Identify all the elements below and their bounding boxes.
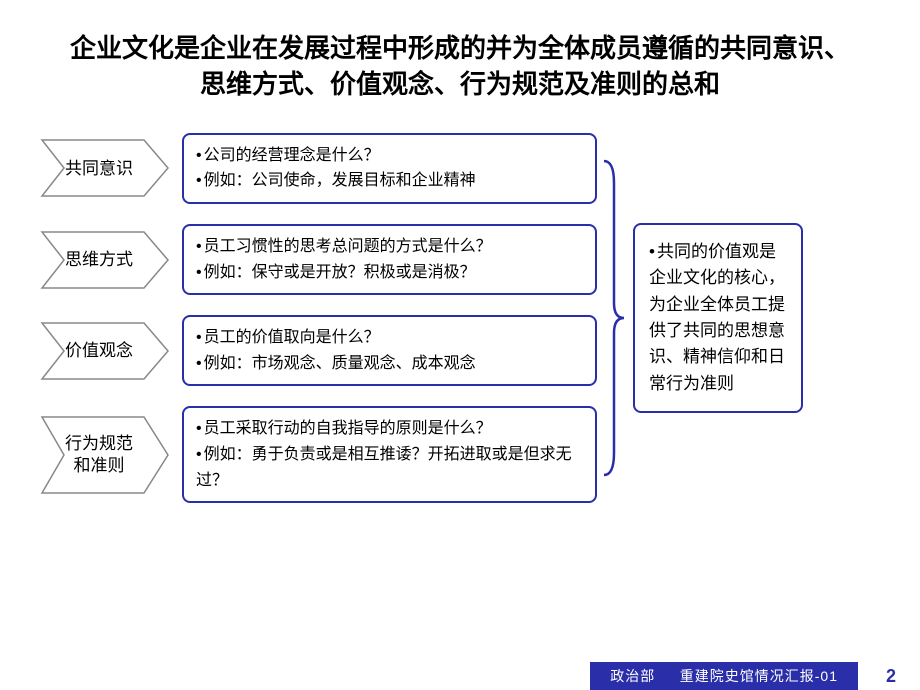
footer: 政治部 重建院史馆情况汇报-01 2 <box>590 662 920 690</box>
arrow-label-4: 行为规范 和准则 <box>65 433 145 476</box>
row-4: 行为规范 和准则 员工采取行动的自我指导的原则是什么？ 例如：勇于负责或是相互推… <box>40 406 597 503</box>
arrow-label-2: 思维方式 <box>65 249 145 270</box>
detail-line: 例如：公司使命，发展目标和企业精神 <box>196 168 583 194</box>
arrow-box-4: 行为规范 和准则 <box>40 415 170 495</box>
summary-box: 共同的价值观是企业文化的核心，为企业全体员工提供了共同的思想意识、精神信仰和日常… <box>633 223 803 413</box>
row-3: 价值观念 员工的价值取向是什么？ 例如：市场观念、质量观念、成本观念 <box>40 315 597 386</box>
detail-line: 例如：勇于负责或是相互推诿？开拓进取或是但求无过？ <box>196 442 583 493</box>
arrow-box-3: 价值观念 <box>40 321 170 381</box>
arrow-label-3: 价值观念 <box>65 340 145 361</box>
rows-column: 共同意识 公司的经营理念是什么？ 例如：公司使命，发展目标和企业精神 思维方式 … <box>40 133 597 503</box>
footer-doc: 重建院史馆情况汇报-01 <box>680 668 838 684</box>
footer-bar: 政治部 重建院史馆情况汇报-01 <box>590 662 858 690</box>
detail-box-2: 员工习惯性的思考总问题的方式是什么？ 例如：保守或是开放？积极或是消极？ <box>182 224 597 295</box>
page-number: 2 <box>858 666 920 687</box>
detail-line: 员工习惯性的思考总问题的方式是什么？ <box>196 234 583 260</box>
main-diagram: 共同意识 公司的经营理念是什么？ 例如：公司使命，发展目标和企业精神 思维方式 … <box>0 123 920 503</box>
detail-line: 例如：保守或是开放？积极或是消极？ <box>196 260 583 286</box>
detail-box-1: 公司的经营理念是什么？ 例如：公司使命，发展目标和企业精神 <box>182 133 597 204</box>
row-1: 共同意识 公司的经营理念是什么？ 例如：公司使命，发展目标和企业精神 <box>40 133 597 204</box>
row-2: 思维方式 员工习惯性的思考总问题的方式是什么？ 例如：保守或是开放？积极或是消极… <box>40 224 597 295</box>
right-brace-icon <box>598 153 626 483</box>
brace-column <box>597 133 627 503</box>
slide-title: 企业文化是企业在发展过程中形成的并为全体成员遵循的共同意识、思维方式、价值观念、… <box>0 0 920 123</box>
detail-line: 员工的价值取向是什么？ <box>196 325 583 351</box>
detail-box-4: 员工采取行动的自我指导的原则是什么？ 例如：勇于负责或是相互推诿？开拓进取或是但… <box>182 406 597 503</box>
detail-box-3: 员工的价值取向是什么？ 例如：市场观念、质量观念、成本观念 <box>182 315 597 386</box>
detail-line: 例如：市场观念、质量观念、成本观念 <box>196 351 583 377</box>
detail-line: 员工采取行动的自我指导的原则是什么？ <box>196 416 583 442</box>
arrow-label-1: 共同意识 <box>65 158 145 179</box>
arrow-box-1: 共同意识 <box>40 138 170 198</box>
footer-dept: 政治部 <box>610 668 655 684</box>
arrow-box-2: 思维方式 <box>40 230 170 290</box>
summary-text: 共同的价值观是企业文化的核心，为企业全体员工提供了共同的思想意识、精神信仰和日常… <box>649 239 787 397</box>
detail-line: 公司的经营理念是什么？ <box>196 143 583 169</box>
